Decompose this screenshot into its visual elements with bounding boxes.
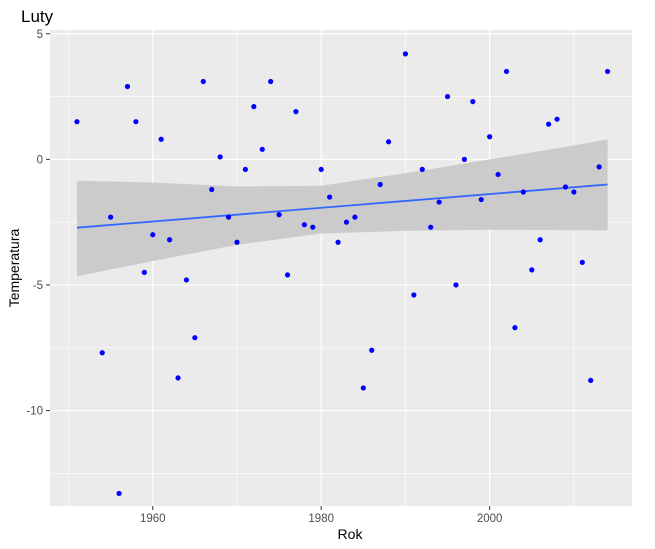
data-point xyxy=(461,156,467,162)
data-point xyxy=(377,181,383,188)
data-point xyxy=(217,154,223,160)
data-point xyxy=(234,239,240,245)
data-point xyxy=(411,292,417,298)
data-point xyxy=(99,350,105,356)
data-point xyxy=(158,136,164,142)
confidence-band xyxy=(77,139,608,277)
data-point xyxy=(554,116,560,122)
data-point xyxy=(310,224,316,230)
data-point xyxy=(537,237,543,243)
data-point xyxy=(200,78,206,85)
data-point xyxy=(259,146,265,152)
data-point xyxy=(588,377,594,384)
data-point xyxy=(470,98,476,105)
data-point xyxy=(167,237,173,243)
data-point xyxy=(335,239,341,245)
y-tick-label: 5 xyxy=(37,29,43,41)
data-point xyxy=(343,219,350,225)
data-point xyxy=(596,164,602,170)
data-point xyxy=(579,259,585,265)
data-point xyxy=(327,194,333,200)
data-point xyxy=(108,214,114,220)
y-tick-label: -10 xyxy=(26,406,43,418)
x-tick-label: 1960 xyxy=(140,513,166,525)
data-point xyxy=(124,83,131,90)
data-point xyxy=(436,199,442,205)
data-point xyxy=(150,232,156,238)
data-point xyxy=(268,78,274,85)
x-tick-label: 1980 xyxy=(308,513,334,525)
data-point xyxy=(242,166,249,173)
data-point xyxy=(183,277,190,283)
data-point xyxy=(444,93,451,100)
data-point xyxy=(284,272,291,278)
data-point xyxy=(478,196,484,203)
y-axis-title: Temperatura xyxy=(6,228,22,307)
data-point xyxy=(512,325,518,331)
data-point xyxy=(318,166,324,173)
chart-title: Luty xyxy=(21,7,54,26)
data-point xyxy=(175,375,181,381)
data-point xyxy=(562,184,569,190)
data-point xyxy=(74,119,80,125)
x-axis-ticks: 1960 1980 2000 xyxy=(140,506,502,525)
data-point xyxy=(571,189,577,195)
plot-panel xyxy=(50,30,632,506)
data-point xyxy=(116,490,122,497)
y-axis-ticks: 5 0 -5 -10 xyxy=(26,29,50,418)
data-point xyxy=(503,68,510,75)
data-point xyxy=(529,267,535,273)
data-point xyxy=(133,119,139,125)
data-point xyxy=(251,104,257,110)
data-point xyxy=(141,269,147,275)
data-point xyxy=(385,139,392,145)
data-point xyxy=(402,51,409,57)
data-point xyxy=(453,282,459,288)
data-point xyxy=(352,214,358,220)
data-point xyxy=(546,121,552,127)
data-point xyxy=(276,212,282,218)
y-tick-label: 0 xyxy=(37,154,43,166)
data-point xyxy=(604,68,611,75)
data-point xyxy=(520,189,526,195)
data-point xyxy=(428,224,434,230)
data-point xyxy=(419,166,425,173)
x-tick-label: 2000 xyxy=(477,513,503,525)
data-point xyxy=(293,109,299,115)
x-axis-title: Rok xyxy=(338,526,364,542)
data-point xyxy=(369,347,375,353)
y-tick-label: -5 xyxy=(33,280,43,292)
data-point xyxy=(209,186,215,193)
data-point xyxy=(495,171,501,178)
data-point xyxy=(225,214,232,220)
data-point xyxy=(360,385,366,391)
trend-line xyxy=(76,183,608,229)
data-points xyxy=(74,51,611,497)
data-point xyxy=(487,134,493,140)
data-point xyxy=(192,335,198,341)
data-point xyxy=(301,222,307,228)
